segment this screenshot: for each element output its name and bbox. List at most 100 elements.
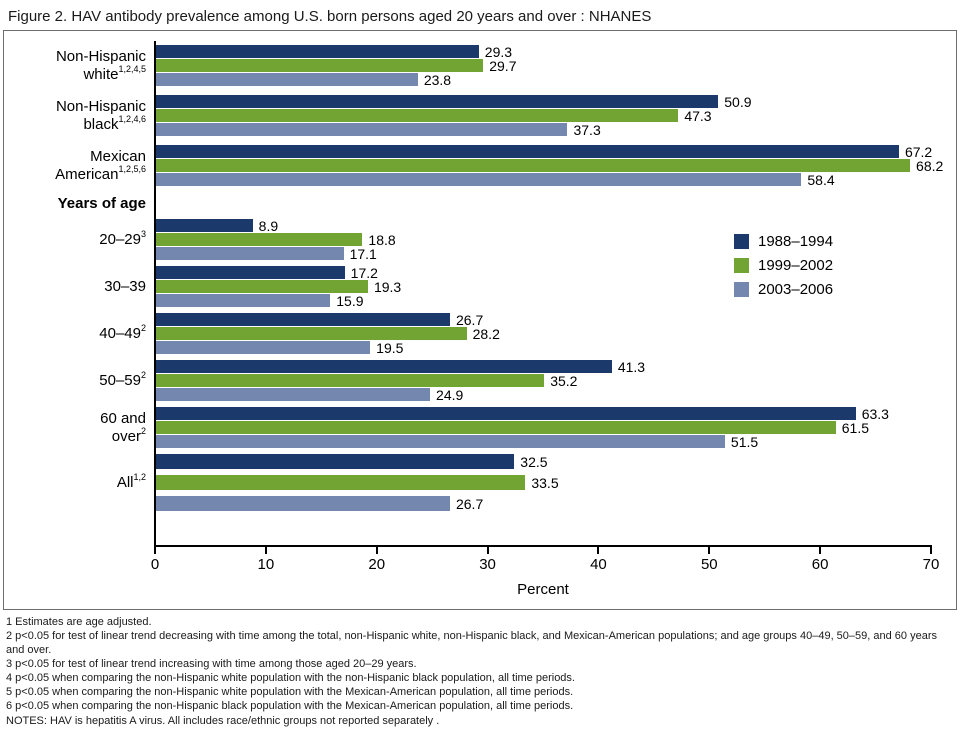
legend-swatch: [734, 258, 749, 273]
legend-item: 2003–2006: [734, 281, 833, 298]
bar-2003-2006: [154, 123, 568, 136]
category-label: Non-Hispanic white1,2,4,5: [55, 47, 146, 83]
bar-2003-2006: [154, 173, 802, 186]
footnote-superscript: 1,2,4,5: [118, 63, 146, 74]
value-label: 28.2: [472, 325, 500, 342]
x-tick-label: 60: [811, 556, 829, 573]
bar-1988-1994: [154, 360, 612, 373]
footnote-superscript: 1,2,4,6: [118, 113, 146, 124]
bar-1988-1994: [154, 95, 719, 108]
value-label: 58.4: [807, 171, 835, 188]
x-tick-mark: [375, 547, 378, 554]
bar-group: 60 and over2 63.3 61.5 51.5: [4, 405, 930, 450]
bar-rows: 26.7 28.2 19.5: [154, 311, 930, 356]
bar-1988-1994: [154, 45, 479, 58]
footnote-superscript: 2: [140, 425, 146, 436]
bar-rows: 17.2 19.3 15.9: [154, 265, 930, 309]
figure-title: Figure 2. HAV antibody prevalence among …: [8, 8, 652, 25]
value-label: 24.9: [436, 386, 464, 403]
category-label: 60 and over2: [100, 409, 146, 445]
category-label: All1,2: [116, 471, 146, 491]
value-label: 35.2: [550, 372, 578, 389]
bar-rows: 41.3 35.2 24.9: [154, 358, 930, 403]
bar-rows: 29.3 29.7 23.8: [154, 43, 930, 88]
bar-rows: 32.5 33.5 26.7: [154, 453, 930, 512]
bar-1999-2002: [154, 421, 836, 434]
value-label: 29.7: [489, 57, 517, 74]
value-label: 8.9: [258, 217, 279, 234]
bar-2003-2006: [154, 341, 371, 354]
bar-groups: Non-Hispanic white1,2,4,5 29.3 29.7 23.8 Non-…: [4, 43, 943, 512]
chart-container: Non-Hispanic white1,2,4,5 29.3 29.7 23.8 Non-…: [3, 30, 957, 610]
value-label: 32.5: [520, 453, 548, 470]
legend-item: 1999–2002: [734, 257, 833, 274]
bar-group: Mexican American1,2,5,6 67.2 68.2 58.4: [4, 144, 943, 188]
value-label: 23.8: [423, 71, 452, 88]
x-tick-mark: [708, 547, 711, 554]
category-label: 20–293: [99, 228, 146, 248]
value-label: 41.3: [617, 358, 646, 375]
bar-rows: 63.3 61.5 51.5: [154, 405, 930, 450]
value-label: 19.5: [376, 339, 404, 356]
category-label: Mexican American1,2,5,6: [55, 147, 146, 183]
value-label: 26.7: [455, 311, 484, 328]
category-label: 30–39: [104, 277, 146, 295]
bar-1988-1994: [154, 407, 856, 420]
legend-swatch: [734, 234, 749, 249]
bar-1988-1994: [154, 219, 253, 232]
footnote-superscript: 3: [140, 228, 146, 239]
footnote: 3 p<0.05 for test of linear trend increa…: [6, 658, 417, 671]
bar-1999-2002: [154, 59, 484, 72]
bar-group: 30–39 17.2 19.3 15.9: [4, 265, 930, 309]
bar-rows: 50.9 47.3 37.3: [154, 94, 930, 138]
bar-2003-2006: [154, 73, 418, 86]
bar-1988-1994: [154, 145, 899, 158]
footnote: 5 p<0.05 when comparing the non-Hispanic…: [6, 686, 574, 699]
bar-1988-1994: [154, 313, 450, 326]
footnote-superscript: 2: [140, 322, 146, 333]
x-tick-label: 40: [590, 556, 607, 573]
bar-1999-2002: [154, 233, 363, 246]
footnote: NOTES: HAV is hepatitis A virus. All inc…: [6, 714, 440, 727]
category-label: 40–492: [99, 322, 146, 342]
x-tick-label: 70: [922, 556, 940, 573]
bar-rows: 67.2 68.2 58.4: [154, 144, 943, 188]
value-label: 68.2: [916, 157, 944, 174]
x-tick-label: 10: [257, 556, 275, 573]
years-of-age-header: Years of age: [57, 195, 146, 212]
category-label: Non-Hispanic black1,2,4,6: [55, 97, 146, 133]
value-label: 63.3: [861, 405, 889, 422]
footnotes: 1 Estimates are age adjusted. 2 p<0.05 fo…: [0, 610, 960, 728]
value-label: 18.8: [368, 231, 396, 248]
legend-item: 1988–1994: [734, 233, 833, 250]
bar-2003-2006: [154, 294, 331, 307]
bar-1999-2002: [154, 475, 526, 490]
bar-2003-2006: [154, 388, 431, 401]
bar-2003-2006: [154, 496, 450, 511]
bar-1999-2002: [154, 374, 545, 387]
x-tick-mark: [597, 547, 600, 554]
x-axis-label: Percent: [517, 581, 569, 598]
legend-label: 1988–1994: [758, 233, 834, 250]
bar-1999-2002: [154, 159, 911, 172]
bar-1999-2002: [154, 109, 679, 122]
bar-1988-1994: [154, 266, 345, 279]
footnote-superscript: 2: [140, 369, 146, 380]
bar-2003-2006: [154, 435, 725, 448]
x-tick-label: 0: [150, 556, 160, 573]
x-tick-label: 30: [479, 556, 496, 573]
value-label: 29.3: [484, 43, 513, 60]
value-label: 19.3: [373, 278, 402, 295]
bar-group: 20–293 8.9 18.8 17.1: [4, 217, 930, 262]
bar-1988-1994: [154, 454, 515, 469]
category-label: 50–592: [99, 369, 146, 389]
value-label: 47.3: [684, 107, 712, 124]
bar-group: 40–492 26.7 28.2 19.5: [4, 311, 930, 356]
bar-1999-2002: [154, 280, 368, 293]
legend-label: 2003–2006: [758, 281, 834, 298]
x-tick-mark: [819, 547, 822, 554]
value-label: 51.5: [730, 433, 759, 450]
bar-2003-2006: [154, 247, 344, 260]
value-label: 17.1: [349, 245, 377, 262]
bar-1999-2002: [154, 327, 467, 340]
